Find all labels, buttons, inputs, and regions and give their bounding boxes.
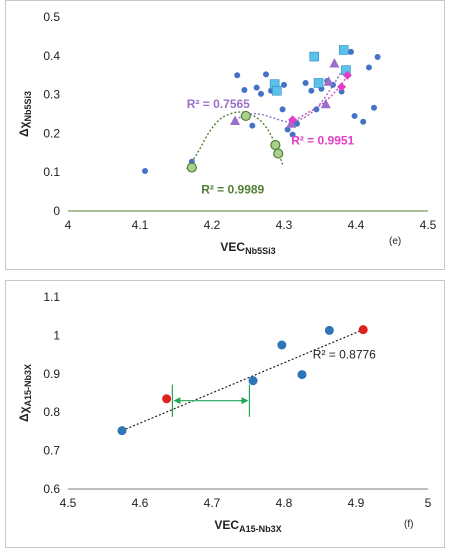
data-point — [263, 71, 269, 78]
data-point — [279, 106, 286, 113]
y-tick-label: 1 — [53, 328, 60, 342]
x-tick-label: 4.4 — [348, 218, 365, 232]
data-point — [358, 325, 368, 335]
data-point — [240, 110, 251, 122]
trendline — [121, 329, 364, 432]
data-point — [248, 376, 258, 386]
r2-label: R² = 0.7565 — [187, 97, 250, 111]
x-tick-label: 4.5 — [60, 496, 77, 510]
y-tick-label: 0.3 — [43, 88, 60, 102]
data-point — [253, 84, 260, 91]
y-axis-label: ΔχA15-Nb3X — [17, 364, 33, 422]
data-point — [241, 86, 248, 93]
data-point — [351, 112, 358, 119]
data-point — [271, 85, 282, 96]
data-point — [342, 70, 352, 80]
x-tick-label: 4.7 — [204, 496, 221, 510]
r2-label: R² = 0.9951 — [291, 133, 354, 147]
x-axis-label: VECA15-Nb3X — [214, 518, 281, 534]
y-axis-label: ΔχNb5Si3 — [17, 91, 33, 137]
data-point — [281, 81, 287, 88]
data-point — [273, 148, 284, 159]
data-point — [257, 90, 264, 97]
data-point — [320, 98, 331, 109]
data-point — [338, 88, 345, 95]
y-tick-label: 0.8 — [43, 405, 60, 419]
range-arrow-head-left — [173, 397, 181, 405]
y-tick-label: 0 — [53, 204, 60, 218]
data-point — [309, 51, 320, 62]
data-point — [293, 120, 300, 127]
data-point — [288, 115, 298, 125]
y-tick-label: 0.9 — [43, 367, 60, 381]
trendline — [290, 73, 350, 124]
data-point — [277, 340, 287, 350]
data-point — [249, 122, 256, 129]
data-point — [162, 394, 172, 404]
r2-label: R² = 0.9989 — [201, 183, 264, 197]
data-point — [337, 82, 347, 92]
data-point — [297, 370, 307, 380]
data-point — [347, 48, 354, 55]
data-point — [360, 118, 367, 125]
data-point — [329, 58, 340, 68]
x-tick-label: 4.8 — [276, 496, 293, 510]
y-tick-label: 0.4 — [43, 49, 60, 63]
data-point — [289, 131, 296, 138]
data-point — [302, 79, 309, 86]
y-tick-label: 1.1 — [43, 290, 60, 304]
x-tick-label: 4.3 — [276, 218, 293, 232]
data-point — [286, 118, 297, 128]
x-tick-label: 4.5 — [420, 218, 437, 232]
data-point — [374, 53, 381, 60]
data-point — [234, 72, 241, 79]
x-tick-label: 4.9 — [348, 496, 365, 510]
data-point — [365, 64, 372, 71]
data-point — [142, 168, 149, 175]
data-point — [284, 126, 291, 133]
y-tick-label: 0.5 — [43, 10, 60, 24]
data-point — [338, 45, 349, 55]
data-point — [323, 76, 334, 86]
x-tick-label: 4.1 — [132, 218, 149, 232]
y-tick-label: 0.1 — [43, 165, 60, 179]
data-point — [313, 106, 320, 113]
data-point — [324, 325, 334, 335]
chart-panel-e: 4 4.1 4.2 4.3 4.4 4.5 0 0.1 0.2 0.3 0.4 0.5 VECNb5Si… — [5, 0, 445, 270]
data-point — [186, 162, 197, 173]
chart-f-svg: 4.5 4.6 4.7 4.8 4.9 5 0.6 0.7 0.8 0.9 1 1.1 VECA15-N… — [17, 290, 432, 534]
data-point — [313, 78, 324, 88]
data-point — [308, 87, 315, 94]
data-point — [270, 139, 281, 151]
panel-tag: (f) — [404, 519, 413, 530]
data-point — [117, 426, 127, 436]
y-tick-label: 0.2 — [43, 126, 60, 140]
panel-tag: (e) — [389, 236, 401, 247]
trendline — [231, 70, 343, 124]
x-tick-label: 4.2 — [204, 218, 221, 232]
chart-e-svg: 4 4.1 4.2 4.3 4.4 4.5 0 0.1 0.2 0.3 0.4 0.5 VECNb5Si… — [17, 10, 437, 256]
y-tick-label: 0.7 — [43, 444, 60, 458]
data-point — [371, 104, 377, 111]
x-tick-label: 4 — [65, 218, 72, 232]
data-point — [230, 115, 241, 125]
x-tick-label: 5 — [425, 496, 432, 510]
r2-label: R² = 0.8776 — [313, 347, 376, 361]
y-tick-label: 0.6 — [43, 482, 60, 496]
x-tick-label: 4.6 — [132, 496, 149, 510]
chart-panel-f: 4.5 4.6 4.7 4.8 4.9 5 0.6 0.7 0.8 0.9 1 1.1 VECA15-N… — [5, 280, 445, 548]
range-arrow-head-right — [241, 397, 249, 405]
x-axis-label: VECNb5Si3 — [220, 240, 275, 256]
